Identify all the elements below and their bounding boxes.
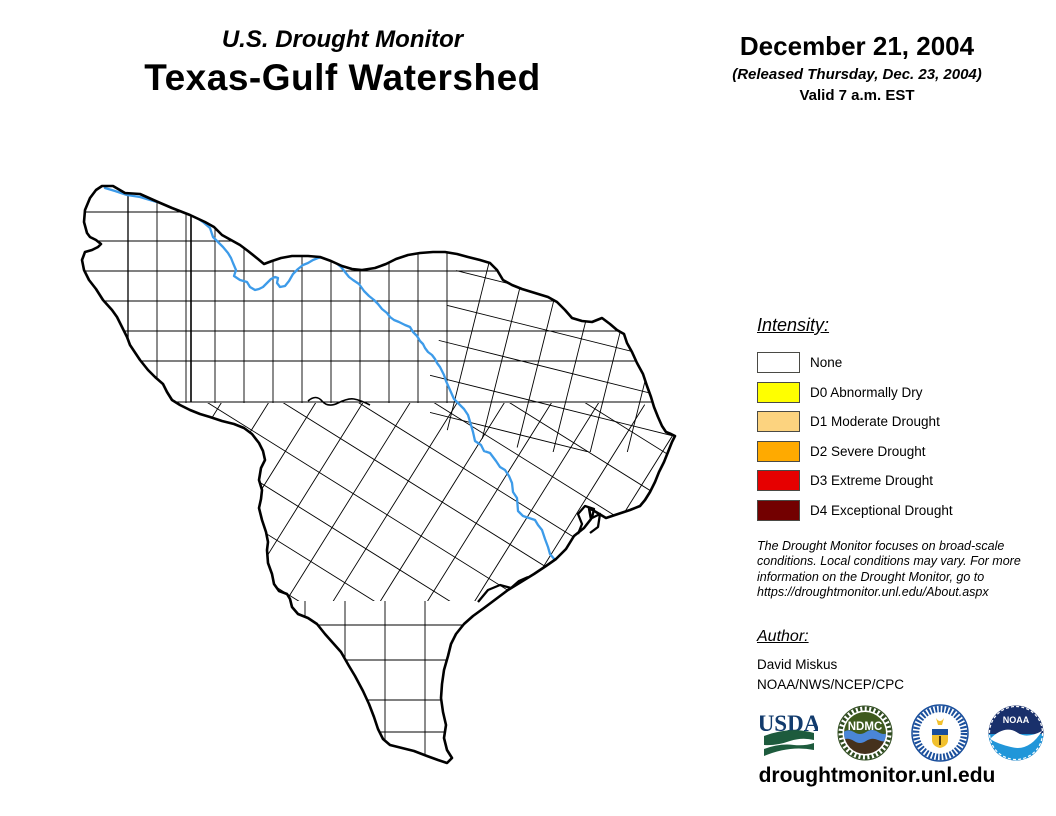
county-river-boundary (307, 396, 371, 406)
author-block: Author: David Miskus NOAA/NWS/NCEP/CPC (757, 628, 904, 695)
legend-label: D1 Moderate Drought (810, 414, 940, 430)
legend-swatch-d0 (757, 381, 800, 403)
released-note: (Released Thursday, Dec. 23, 2004) (732, 66, 982, 83)
author-org: NOAA/NWS/NCEP/CPC (757, 677, 905, 692)
legend-swatch-none (757, 352, 800, 374)
watershed-outline (80, 184, 677, 765)
legend-swatch-d1 (757, 411, 800, 433)
matagorda-bay (477, 575, 529, 603)
disclaimer-line: information on the Drought Monitor, go t… (757, 569, 985, 584)
legend-heading: Intensity: (757, 315, 830, 335)
ndmc-logo: NDMC (836, 705, 893, 761)
legend-label: D4 Exceptional Drought (810, 502, 953, 518)
intensity-legend: Intensity: None D0 Abnormally Dry D1 Mod… (757, 315, 1055, 525)
ndmc-logo-text: NDMC (847, 721, 882, 733)
legend-row-d3: D3 Extreme Drought (757, 466, 1055, 496)
legend-label: D3 Extreme Drought (810, 473, 934, 489)
disclaimer-text: The Drought Monitor focuses on broad-sca… (757, 539, 1056, 600)
galveston-bay (576, 504, 602, 535)
legend-row-d2: D2 Severe Drought (757, 437, 1055, 467)
page-supertitle: U.S. Drought Monitor (221, 26, 464, 53)
map-header: U.S. Drought Monitor Texas-Gulf Watershe… (50, 26, 635, 99)
legend-row-d1: D1 Moderate Drought (757, 407, 1055, 437)
disclaimer-line: conditions. Local conditions may vary. F… (757, 554, 1021, 569)
noaa-logo-text: NOAA (1003, 715, 1030, 725)
usda-logo: USDA (760, 711, 818, 756)
legend-row-d4: D4 Exceptional Drought (757, 496, 1055, 526)
disclaimer-line: The Drought Monitor focuses on broad-sca… (757, 539, 1005, 553)
noaa-logo: NOAA (988, 705, 1044, 761)
page-title: Texas-Gulf Watershed (144, 57, 541, 98)
county-boundaries (84, 186, 675, 763)
map-date: December 21, 2004 (739, 31, 975, 61)
legend-label: D0 Abnormally Dry (810, 384, 923, 400)
disclaimer-line: https://droughtmonitor.unl.edu/About.asp… (757, 584, 989, 599)
legend-label: D2 Severe Drought (810, 443, 926, 459)
legend-row-none: None (757, 348, 1055, 378)
date-block: December 21, 2004 (Released Thursday, De… (712, 31, 1002, 104)
valid-note: Valid 7 a.m. EST (799, 87, 915, 104)
author-heading: Author: (757, 628, 809, 645)
footer-url: droughtmonitor.unl.edu (758, 764, 996, 787)
agency-logos: USDA NDMC (760, 704, 1045, 762)
river-path (103, 186, 557, 562)
legend-row-d0: D0 Abnormally Dry (757, 378, 1055, 408)
legend-swatch-d3 (757, 470, 800, 492)
doc-seal-logo (911, 704, 970, 762)
legend-label: None (810, 355, 843, 371)
legend-swatch-d4 (757, 499, 800, 521)
author-name: David Miskus (757, 657, 838, 672)
legend-swatch-d2 (757, 440, 800, 462)
